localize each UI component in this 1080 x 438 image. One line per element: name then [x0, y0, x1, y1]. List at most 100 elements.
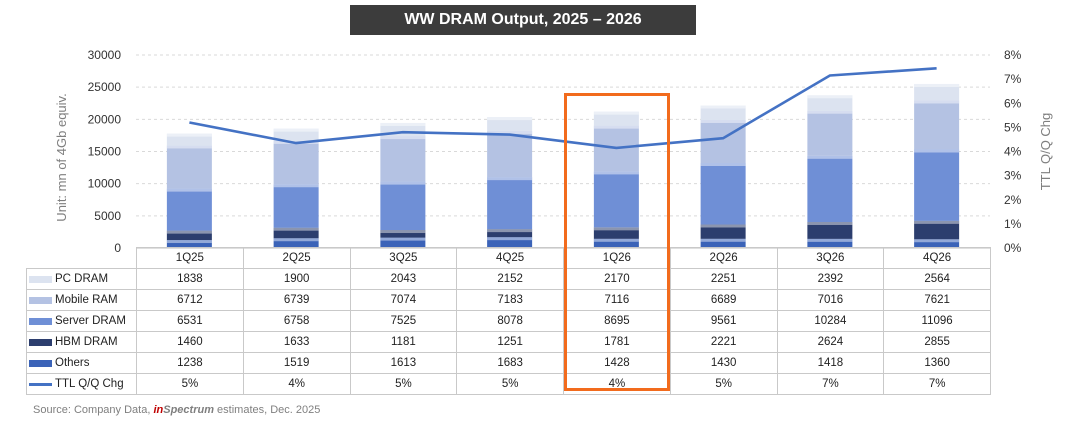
table-corner	[26, 247, 137, 269]
line-series-ttl-qq-chg	[189, 67, 937, 150]
bar-segment-hbm-dram	[593, 227, 639, 239]
table-cell: 1781	[563, 331, 671, 353]
bar-segment-pc-dram	[807, 95, 853, 111]
category-label: 1Q26	[563, 247, 671, 269]
table-cell: 11096	[883, 310, 991, 332]
bar-segment-mobile-ram	[914, 100, 960, 150]
table-cell: 4%	[242, 373, 351, 395]
table-cell: 1251	[456, 331, 564, 353]
table-cell: 1519	[242, 352, 351, 374]
table-cell: 1428	[563, 352, 671, 374]
chart-title: WW DRAM Output, 2025 – 2026	[350, 5, 696, 35]
legend-label: PC DRAM	[55, 273, 109, 285]
bar-segment-server-dram	[380, 181, 426, 231]
source-prefix: Source: Company Data,	[33, 404, 154, 416]
bar-segment-server-dram	[487, 177, 533, 230]
highlight-box-1q26	[564, 93, 670, 391]
table-cell: 6531	[136, 310, 244, 332]
category-label: 4Q26	[883, 247, 991, 269]
bar-segment-pc-dram	[166, 133, 212, 146]
table-cell: 1238	[136, 352, 244, 374]
table-cell: 1613	[349, 352, 458, 374]
table-cell: 6712	[136, 289, 244, 311]
bar-segment-highlight	[807, 238, 853, 242]
table-cell: 7525	[349, 310, 458, 332]
y-tick-label: 15000	[88, 145, 122, 159]
y-tick-label: 5000	[94, 209, 121, 223]
bar-segment-highlight	[380, 230, 426, 234]
y2-tick-label: 6%	[1004, 96, 1022, 110]
table-cell: 6739	[242, 289, 351, 311]
bar-segment-highlight	[593, 111, 639, 115]
bar-segment-pc-dram	[487, 117, 533, 131]
bar-segment-highlight	[593, 238, 639, 242]
bar-segment-highlight	[914, 220, 960, 224]
bar-segment-others	[380, 237, 426, 248]
table-cell: 2152	[456, 268, 564, 290]
table-cell: 5%	[669, 373, 778, 395]
bar-segment-highlight	[380, 122, 426, 126]
bar-segment-hbm-dram	[166, 230, 212, 241]
bar-segment-mobile-ram	[273, 140, 319, 185]
table-cell: 2564	[883, 268, 991, 290]
legend-entry: HBM DRAM	[26, 331, 137, 353]
source-brand: inSpectrum	[153, 404, 214, 416]
bar-segment-mobile-ram	[700, 119, 746, 164]
table-cell: 2221	[669, 331, 778, 353]
table-cell: 6689	[669, 289, 778, 311]
table-cell: 7016	[776, 289, 885, 311]
legend-label: Mobile RAM	[55, 294, 118, 306]
source-suffix: estimates, Dec. 2025	[213, 404, 321, 416]
legend-label: TTL Q/Q Chg	[55, 378, 124, 390]
bar-segment-highlight	[166, 133, 212, 137]
bar-segment-highlight	[166, 188, 212, 192]
table-cell: 6758	[242, 310, 351, 332]
y2-axis-label: TTL Q/Q Chg	[1038, 113, 1053, 191]
bar-segment-highlight	[914, 100, 960, 104]
y-axis-label: Unit: mn of 4Gb equiv.	[54, 93, 69, 221]
y2-tick-label: 5%	[1004, 120, 1022, 134]
y2-tick-label: 2%	[1004, 193, 1022, 207]
bar-segment-pc-dram	[914, 83, 960, 101]
bar-segment-highlight	[914, 239, 960, 243]
bar-segment-mobile-ram	[487, 130, 533, 178]
bar-segment-highlight	[807, 95, 853, 99]
legend-entry: TTL Q/Q Chg	[26, 373, 137, 395]
bar-segment-highlight	[380, 136, 426, 140]
table-cell: 1418	[776, 352, 885, 374]
table-cell: 9561	[669, 310, 778, 332]
table-cell: 2392	[776, 268, 885, 290]
y2-tick-label: 7%	[1004, 72, 1022, 86]
bar-segment-pc-dram	[700, 105, 746, 120]
bar-segment-highlight	[807, 155, 853, 159]
table-cell: 1838	[136, 268, 244, 290]
category-label: 4Q25	[456, 247, 564, 269]
table-row: TTL Q/Q Chg 5% 4% 5% 5% 4% 5% 7% 7%	[26, 373, 991, 395]
category-label: 2Q25	[242, 247, 351, 269]
legend-key	[29, 359, 52, 367]
chart-title-text: WW DRAM Output, 2025 – 2026	[404, 11, 642, 28]
bar-segment-highlight	[593, 125, 639, 129]
y-tick-label: 30000	[88, 48, 122, 62]
bar-segment-hbm-dram	[380, 230, 426, 238]
y-tick-label: 20000	[88, 112, 122, 126]
bar-segment-highlight	[700, 224, 746, 228]
legend-entry: Others	[26, 352, 137, 374]
bar-segment-highlight	[593, 227, 639, 231]
table-cell: 7183	[456, 289, 564, 311]
y2-tick-label: 4%	[1004, 145, 1022, 159]
bar-segment-others	[487, 237, 533, 248]
bar-segment-highlight	[273, 227, 319, 231]
source-note: Source: Company Data, inSpectrum estimat…	[33, 404, 320, 416]
table-cell: 1460	[136, 331, 244, 353]
bar-segment-highlight	[487, 177, 533, 181]
bar-segment-highlight	[166, 230, 212, 234]
bar-segment-pc-dram	[593, 111, 639, 126]
bar-segment-pc-dram	[273, 128, 319, 141]
legend-label: Others	[55, 357, 90, 369]
bar-segment-highlight	[273, 238, 319, 242]
table-cell: 10284	[776, 310, 885, 332]
bar-segment-hbm-dram	[700, 224, 746, 239]
category-label: 3Q26	[776, 247, 885, 269]
